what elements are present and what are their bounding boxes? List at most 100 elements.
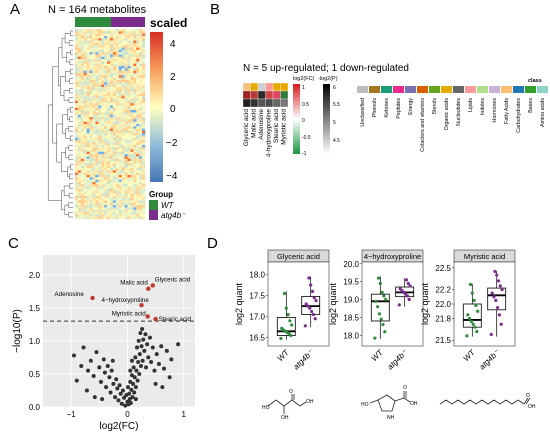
volcano-grid bbox=[43, 255, 195, 408]
heatmap-cell bbox=[89, 165, 93, 169]
heatmap-cell bbox=[95, 128, 99, 132]
heatmap-cell bbox=[112, 68, 117, 71]
heatmap-cell bbox=[92, 117, 96, 120]
heatmap-cell bbox=[92, 119, 96, 122]
heatmap-cell bbox=[136, 117, 140, 120]
heatmap-cell bbox=[77, 73, 82, 76]
heatmap-cell bbox=[101, 135, 105, 139]
heatmap-cell bbox=[118, 84, 122, 88]
mini-heatmap-cell bbox=[265, 90, 274, 100]
mini-heatmap-cell bbox=[257, 98, 266, 108]
heatmap-cell bbox=[118, 114, 122, 118]
heatmap-cell bbox=[139, 193, 143, 197]
heatmap-cell bbox=[75, 112, 79, 115]
heatmap-cell bbox=[118, 68, 122, 71]
heatmap-cell bbox=[121, 154, 125, 157]
dendrogram-branch bbox=[58, 47, 63, 87]
class-label: Peptides bbox=[396, 98, 402, 119]
heatmap-cell bbox=[142, 40, 146, 44]
heatmap-cell bbox=[80, 121, 84, 125]
boxplot-y-tick: 22.5 bbox=[435, 264, 451, 273]
heatmap-cell bbox=[83, 209, 87, 213]
volcano-point bbox=[156, 362, 161, 367]
heatmap-cell bbox=[136, 47, 140, 51]
heatmap-cell bbox=[86, 172, 90, 176]
boxplot-point bbox=[383, 330, 387, 334]
heatmap-cell bbox=[101, 130, 105, 134]
heatmap-cell bbox=[110, 168, 114, 171]
heatmap-cell bbox=[75, 45, 79, 48]
heatmap-cell bbox=[121, 172, 125, 176]
heatmap-cell bbox=[110, 172, 114, 176]
heatmap-cell bbox=[112, 124, 117, 127]
heatmap-cell bbox=[124, 174, 128, 178]
heatmap-cell bbox=[101, 216, 105, 220]
heatmap-cell bbox=[95, 33, 99, 37]
heatmap-cell bbox=[77, 112, 82, 115]
heatmap-cell bbox=[75, 56, 79, 60]
volcano-point bbox=[129, 358, 134, 363]
heatmap-cell bbox=[127, 82, 131, 85]
heatmap-cell bbox=[92, 200, 96, 203]
heatmap-cell bbox=[80, 181, 84, 185]
heatmap-cell bbox=[104, 89, 108, 92]
heatmap-cell bbox=[77, 79, 82, 83]
heatmap-cell bbox=[115, 161, 119, 164]
heatmap-cell bbox=[80, 119, 84, 122]
heatmap-cell bbox=[136, 172, 140, 176]
class-label: Indoles bbox=[480, 98, 486, 115]
heatmap-cell bbox=[86, 140, 90, 143]
heatmap-cell bbox=[118, 31, 122, 34]
heatmap-cell bbox=[95, 172, 99, 176]
heatmap-cell bbox=[104, 66, 108, 69]
heatmap-cell bbox=[107, 177, 111, 180]
heatmap-cell bbox=[80, 107, 84, 111]
class-swatch bbox=[429, 86, 440, 93]
heatmap-cell bbox=[112, 142, 117, 146]
heatmap-cell bbox=[101, 103, 105, 106]
heatmap-cell bbox=[130, 161, 134, 164]
heatmap-cell bbox=[133, 110, 137, 113]
heatmap-cell bbox=[98, 124, 102, 127]
heatmap-cell bbox=[124, 54, 128, 58]
heatmap-cell bbox=[75, 158, 79, 162]
heatmap-cell bbox=[107, 181, 111, 185]
heatmap-cell bbox=[142, 45, 146, 48]
heatmap-cell bbox=[83, 126, 87, 129]
heatmap-cell bbox=[107, 70, 111, 74]
heatmap-cell bbox=[112, 140, 117, 143]
heatmap-cell bbox=[92, 42, 96, 46]
heatmap-cell bbox=[92, 70, 96, 74]
heatmap-cell bbox=[127, 79, 131, 83]
class-swatch bbox=[417, 86, 428, 93]
heatmap-cell bbox=[139, 130, 143, 134]
heatmap-cell bbox=[142, 144, 146, 148]
heatmap-cell bbox=[130, 142, 134, 146]
heatmap-cell bbox=[80, 135, 84, 139]
class-swatch bbox=[381, 86, 392, 93]
heatmap-cell bbox=[80, 38, 84, 41]
heatmap-cell bbox=[121, 73, 125, 76]
volcano-y-tick: 0.5 bbox=[29, 370, 41, 379]
heatmap-cell bbox=[127, 212, 131, 215]
volcano-point bbox=[135, 378, 140, 383]
volcano-point bbox=[169, 357, 174, 362]
heatmap-cell bbox=[80, 142, 84, 146]
dendrogram-branch bbox=[64, 204, 69, 215]
heatmap-cell bbox=[142, 168, 146, 171]
heatmap-cell bbox=[118, 63, 122, 67]
heatmap-cell bbox=[80, 79, 84, 83]
diff-summary-title: N = 5 up-regulated; 1 down-regulated bbox=[243, 63, 409, 74]
heatmap-cell bbox=[124, 33, 128, 37]
heatmap-cell bbox=[104, 47, 108, 51]
heatmap-cell bbox=[107, 186, 111, 190]
heatmap-cell bbox=[104, 126, 108, 129]
volcano-x-label: log2(FC) bbox=[100, 421, 139, 432]
heatmap-cell bbox=[86, 70, 90, 74]
volcano-point bbox=[111, 381, 116, 386]
heatmap-cell bbox=[75, 98, 79, 102]
heatmap-cell bbox=[98, 103, 102, 106]
volcano-point bbox=[88, 358, 93, 363]
heatmap-cell bbox=[110, 126, 114, 129]
